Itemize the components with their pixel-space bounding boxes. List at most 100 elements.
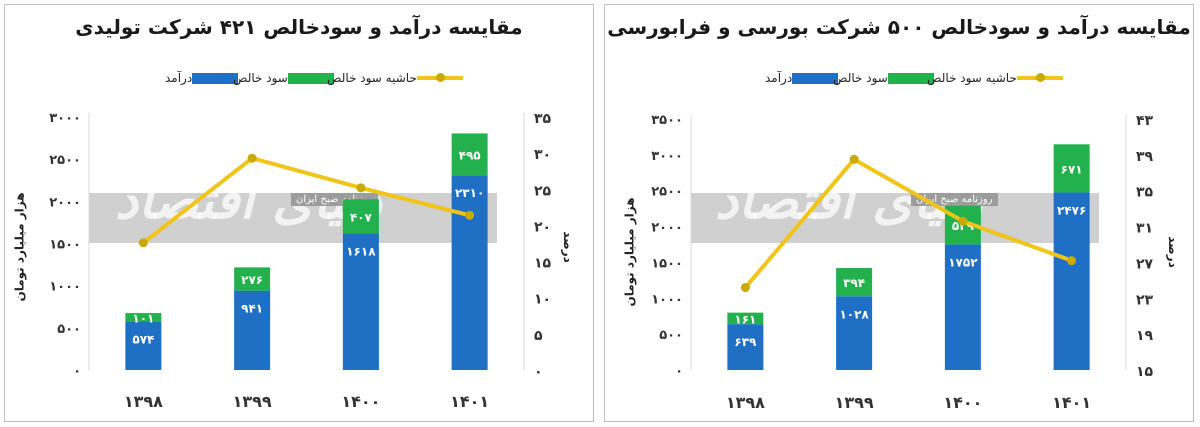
y-tick-label: ۱۵۰۰ xyxy=(651,256,683,271)
bar-revenue xyxy=(836,296,873,370)
bar-revenue xyxy=(944,244,981,370)
legend-label-profit: سود خالص xyxy=(233,71,288,85)
data-label-revenue: ۱۷۵۲ xyxy=(948,255,978,269)
legend-item-margin: حاشیه سود خالص xyxy=(927,71,1069,85)
bar-profit xyxy=(342,199,379,234)
x-tick-label: ۱۳۹۹ xyxy=(233,392,272,411)
chart-panel-listed: مقایسه درآمد و سودخالص ۵۰۰ شرکت بورسی و … xyxy=(604,4,1194,422)
x-tick-label: ۱۴۰۰ xyxy=(943,393,982,412)
legend-swatch-revenue xyxy=(192,72,239,84)
bar-profit xyxy=(1053,144,1090,193)
y2-tick-label: ۱۵ xyxy=(1136,364,1154,380)
data-label-profit: ۱۶۱ xyxy=(734,312,756,326)
y-tick-label: ۲۰۰۰ xyxy=(651,221,683,236)
y-tick-label: ۱۵۰۰ xyxy=(49,238,81,253)
legend-swatch-margin xyxy=(1016,73,1063,82)
bar-profit xyxy=(125,313,162,322)
y2-tick-label: ۲۰ xyxy=(534,219,551,235)
y2-tick-label: ۳۹ xyxy=(1136,149,1154,165)
y2-tick-label: ۴۳ xyxy=(1136,113,1154,129)
x-tick-label: ۱۳۹۸ xyxy=(124,392,163,411)
y-tick-label: ۲۵۰۰ xyxy=(49,153,81,168)
y2-tick-label: ۱۵ xyxy=(534,256,552,272)
y-tick-label: ۰ xyxy=(675,364,683,379)
legend-label-margin: حاشیه سود خالص xyxy=(927,71,1017,85)
legend-item-revenue: درآمد xyxy=(165,71,244,85)
chart-svg-right: ۰ ۵۰۰ ۱۰۰۰ ۱۵۰۰ ۲۰۰۰ ۲۵۰۰ ۳۰۰۰ ۳۵۰۰ ۱۵ ۱۹ ۲۳ ۲۷ ۳۱ ۳۵… xyxy=(651,113,1154,412)
y2-tick-label: ۲۳ xyxy=(1136,292,1154,308)
y-tick-label: ۲۰۰۰ xyxy=(49,195,81,210)
data-label-profit: ۲۷۶ xyxy=(241,273,263,287)
bar-revenue xyxy=(234,290,271,370)
bar-profit xyxy=(234,267,271,291)
legend-swatch-profit xyxy=(887,72,934,84)
chart-panel-manufacturing: مقایسه درآمد و سودخالص ۴۲۱ شرکت تولیدی د… xyxy=(4,4,594,422)
bar-revenue xyxy=(342,233,379,370)
y2-tick-label: ۳۰ xyxy=(534,147,551,163)
point-margin xyxy=(247,153,257,163)
chart-legend: درآمد سود خالص حاشیه سود خالص xyxy=(605,71,1193,91)
y2-tick-label: ۱۹ xyxy=(1136,328,1154,344)
bar-profit xyxy=(836,268,873,297)
y-tick-label: ۳۰۰۰ xyxy=(49,111,81,126)
legend-item-profit: سود خالص xyxy=(233,71,340,85)
legend-label-revenue: درآمد xyxy=(765,71,793,85)
data-label-revenue: ۶۳۹ xyxy=(734,335,757,349)
bar-profit xyxy=(451,133,488,176)
y-tick-label: ۳۵۰۰ xyxy=(651,113,683,128)
data-label-profit: ۴۰۷ xyxy=(350,210,373,224)
point-margin xyxy=(465,210,475,220)
point-margin xyxy=(958,216,968,226)
x-tick-label: ۱۴۰۰ xyxy=(341,392,380,411)
bar-revenue xyxy=(125,321,162,370)
legend-label-profit: سود خالص xyxy=(833,71,888,85)
legend-swatch-margin xyxy=(416,73,463,82)
data-label-revenue: ۱۰۲۸ xyxy=(839,307,869,321)
data-label-revenue: ۹۴۱ xyxy=(241,302,263,316)
data-label-revenue: ۵۷۴ xyxy=(132,333,154,347)
y2-tick-label: ۱۰ xyxy=(534,292,551,308)
line-margin xyxy=(743,157,1074,290)
y-tick-label: ۵۰۰ xyxy=(57,322,81,337)
data-label-revenue: ۱۶۱۸ xyxy=(346,245,376,259)
data-label-revenue: ۲۳۱۰ xyxy=(455,186,484,200)
y2-tick-label: ۳۵ xyxy=(534,111,552,127)
y-tick-label: ۲۵۰۰ xyxy=(651,185,683,200)
y2-tick-label: ۳۱ xyxy=(1136,221,1153,237)
bar-revenue xyxy=(451,175,488,370)
bar-profit xyxy=(727,312,764,325)
y2-tick-label: ۵ xyxy=(534,328,543,344)
data-label-profit: ۱۰۱ xyxy=(132,311,154,325)
data-label-profit: ۴۹۵ xyxy=(459,148,481,162)
y-tick-label: ۳۰۰۰ xyxy=(651,149,683,164)
chart-svg-left: ۰ ۵۰۰ ۱۰۰۰ ۱۵۰۰ ۲۰۰۰ ۲۵۰۰ ۳۰۰۰ ۰ ۵ ۱۰ ۱۵ ۲۰ ۲۵ ۳۰ ۳۵ ۵۷… xyxy=(49,111,552,411)
point-margin xyxy=(740,283,750,293)
data-label-profit: ۶۷۱ xyxy=(1061,162,1083,176)
y-tick-label: ۰ xyxy=(73,364,81,379)
y2-tick-label: ۳۵ xyxy=(1136,185,1154,201)
point-margin xyxy=(1067,256,1077,266)
data-label-profit: ۳۹۴ xyxy=(843,276,865,290)
point-margin xyxy=(356,183,366,193)
point-margin xyxy=(138,238,148,248)
y-tick-label: ۵۰۰ xyxy=(659,328,683,343)
point-margin xyxy=(849,154,859,164)
legend-item-revenue: درآمد xyxy=(765,71,844,85)
legend-item-margin: حاشیه سود خالص xyxy=(327,71,469,85)
chart-title: مقایسه درآمد و سودخالص ۴۲۱ شرکت تولیدی xyxy=(75,15,523,39)
legend-label-revenue: درآمد xyxy=(165,71,193,85)
chart-legend: درآمد سود خالص حاشیه سود خالص xyxy=(5,71,593,91)
y-tick-label: ۱۰۰۰ xyxy=(651,292,683,307)
bar-revenue xyxy=(727,324,764,370)
data-label-revenue: ۲۴۷۶ xyxy=(1057,203,1086,217)
legend-item-profit: سود خالص xyxy=(833,71,940,85)
chart-title: مقایسه درآمد و سودخالص ۵۰۰ شرکت بورسی و … xyxy=(607,15,1191,39)
legend-label-margin: حاشیه سود خالص xyxy=(327,71,417,85)
x-tick-label: ۱۳۹۸ xyxy=(726,393,765,412)
watermark-band xyxy=(691,193,1099,243)
y2-tick-label: ۲۷ xyxy=(1136,256,1154,272)
x-tick-label: ۱۳۹۹ xyxy=(835,393,874,412)
y-tick-label: ۱۰۰۰ xyxy=(49,280,81,295)
line-margin xyxy=(141,156,472,245)
y2-tick-label: ۲۵ xyxy=(534,183,552,199)
